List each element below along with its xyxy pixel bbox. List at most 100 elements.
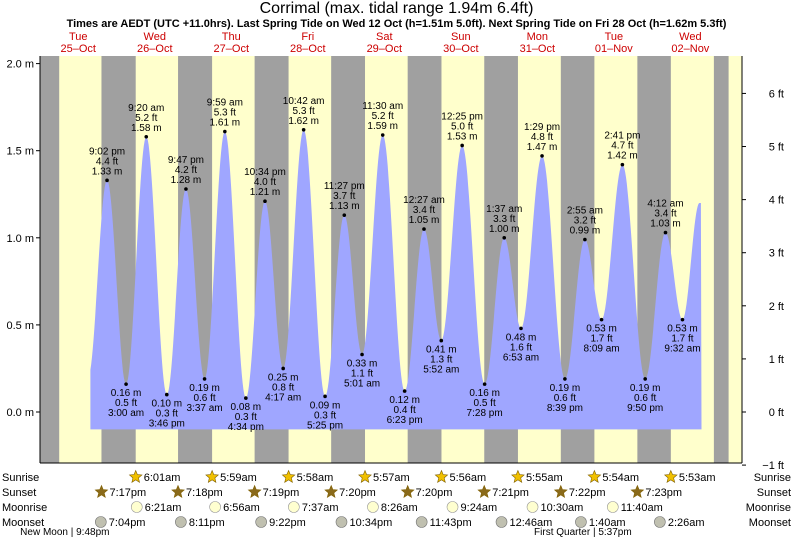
right-axis-tick-label: 2 ft (769, 301, 784, 313)
tide-time-label: 7:28 pm (467, 408, 503, 419)
tide-height-ft-label: 1.6 ft (510, 342, 532, 353)
tide-height-m-label: 1.03 m (650, 219, 681, 230)
tide-height-ft-label: 5.3 ft (293, 106, 315, 117)
date-label-date: 25–Oct (61, 43, 96, 55)
tide-extreme-point (563, 377, 567, 381)
date-label-day: Sun (451, 31, 471, 43)
sunrise-icon (663, 469, 678, 483)
tide-extreme-point (620, 162, 625, 167)
tide-height-ft-label: 1.7 ft (590, 334, 612, 345)
moon-phase-label: First Quarter | 5:37pm (534, 527, 632, 538)
night-band (40, 56, 60, 463)
sunrise-time: 6:01am (144, 472, 181, 484)
tide-height-ft-label: 4.2 ft (175, 165, 197, 176)
tide-height-m-label: 0.09 m (310, 400, 341, 411)
right-axis-tick-label: 4 ft (769, 195, 784, 207)
left-axis-tick-label: 1.0 m (6, 233, 34, 245)
tide-height-ft-label: 5.0 ft (451, 121, 473, 132)
tide-height-m-label: 1.21 m (250, 187, 281, 198)
left-axis-tick-label: 1.5 m (6, 146, 34, 158)
tide-time-label: 5:01 am (344, 379, 380, 390)
tide-height-ft-label: 4.4 ft (96, 156, 118, 167)
tide-height-ft-label: 4.0 ft (254, 177, 276, 188)
tide-time-label: 5:52 am (423, 365, 459, 376)
date-label-date: 01–Nov (595, 43, 633, 55)
right-axis-tick-label: 5 ft (769, 142, 784, 154)
moonrise-time: 6:21am (145, 502, 182, 514)
moonset-icon (495, 516, 508, 528)
tide-height-ft-label: 0.8 ft (272, 382, 294, 393)
tide-height-m-label: 1.53 m (447, 131, 478, 142)
tide-time-label: 6:53 am (503, 352, 539, 363)
date-label-day: Tue (69, 31, 88, 43)
tide-height-ft-label: 5.2 ft (135, 113, 157, 124)
tide-height-ft-label: 4.7 ft (611, 141, 633, 152)
sunrise-icon (358, 469, 372, 483)
tide-height-m-label: 1.33 m (92, 166, 123, 177)
tide-extreme-point (439, 338, 444, 343)
night-band (713, 56, 729, 463)
tide-time-label: 9:47 pm (168, 155, 204, 166)
tide-height-m-label: 0.53 m (586, 324, 617, 335)
sunset-time: 7:21pm (492, 487, 529, 499)
tide-height-ft-label: 0.5 ft (115, 398, 137, 409)
tide-extreme-point (502, 236, 507, 240)
tide-extreme-point (663, 230, 668, 235)
date-label-day: Mon (527, 31, 548, 43)
right-axis-tick-label: 3 ft (769, 248, 784, 260)
tide-height-ft-label: 0.3 ft (235, 412, 257, 423)
tide-height-m-label: 0.08 m (231, 402, 262, 413)
sunset-time: 7:20pm (339, 487, 376, 499)
tide-extreme-point (360, 352, 364, 357)
tide-time-label: 12:25 pm (441, 111, 483, 122)
tide-extreme-point (460, 143, 464, 148)
tide-extreme-point (519, 326, 523, 331)
sunset-time: 7:19pm (263, 487, 300, 499)
sunrise-time: 5:54am (602, 472, 639, 484)
tide-area (90, 129, 702, 430)
moonrise-icon (288, 501, 300, 513)
sunrise-time: 5:57am (373, 472, 410, 484)
tide-height-ft-label: 1.3 ft (430, 355, 452, 366)
tide-time-label: 2:41 pm (604, 131, 640, 142)
legend-label-right: Moonset (749, 517, 791, 529)
moonrise-icon (209, 501, 221, 513)
tide-height-m-label: 1.13 m (329, 201, 360, 212)
tide-height-ft-label: 0.3 ft (314, 410, 336, 421)
tide-extreme-point (402, 389, 407, 393)
moonset-icon (255, 516, 267, 528)
legend-label-right: Sunset (757, 487, 791, 499)
tide-time-label: 2:55 am (567, 206, 603, 217)
sunrise-time: 5:53am (679, 472, 716, 484)
tide-time-label: 8:09 am (583, 344, 619, 355)
tide-height-m-label: 1.42 m (607, 151, 638, 162)
date-label-date: 27–Oct (214, 43, 249, 55)
tide-time-label: 9:50 pm (627, 403, 663, 414)
left-axis-tick-label: 0.5 m (6, 320, 34, 332)
tide-time-label: 4:12 am (647, 199, 683, 210)
tide-extreme-point (583, 237, 587, 242)
moonrise-time: 6:56am (223, 502, 260, 514)
sunrise-time: 5:55am (526, 472, 563, 484)
moonrise-time: 9:24am (461, 502, 498, 514)
sunset-icon (324, 484, 339, 498)
tide-height-m-label: 1.62 m (288, 116, 319, 127)
tide-time-label: 1:37 am (486, 204, 522, 215)
tide-extreme-point (244, 396, 248, 400)
sunrise-icon (511, 469, 525, 483)
sunrise-icon (128, 469, 143, 483)
right-axis-tick-label: 6 ft (769, 88, 784, 100)
tide-height-m-label: 1.58 m (131, 123, 162, 134)
tide-height-m-label: 0.25 m (268, 372, 299, 383)
tide-time-label: 11:27 pm (324, 181, 365, 192)
date-label-date: 28–Oct (290, 43, 325, 55)
tide-height-m-label: 0.41 m (426, 345, 457, 356)
tide-height-m-label: 0.12 m (389, 395, 420, 406)
tide-extreme-point (263, 199, 267, 204)
legend-label-right: Moonrise (746, 502, 791, 514)
tide-time-label: 9:32 am (664, 344, 700, 355)
tide-height-m-label: 1.28 m (171, 175, 202, 186)
tide-height-m-label: 0.10 m (151, 399, 182, 410)
tide-extreme-point (223, 129, 227, 134)
tide-height-ft-label: 3.2 ft (574, 216, 596, 227)
